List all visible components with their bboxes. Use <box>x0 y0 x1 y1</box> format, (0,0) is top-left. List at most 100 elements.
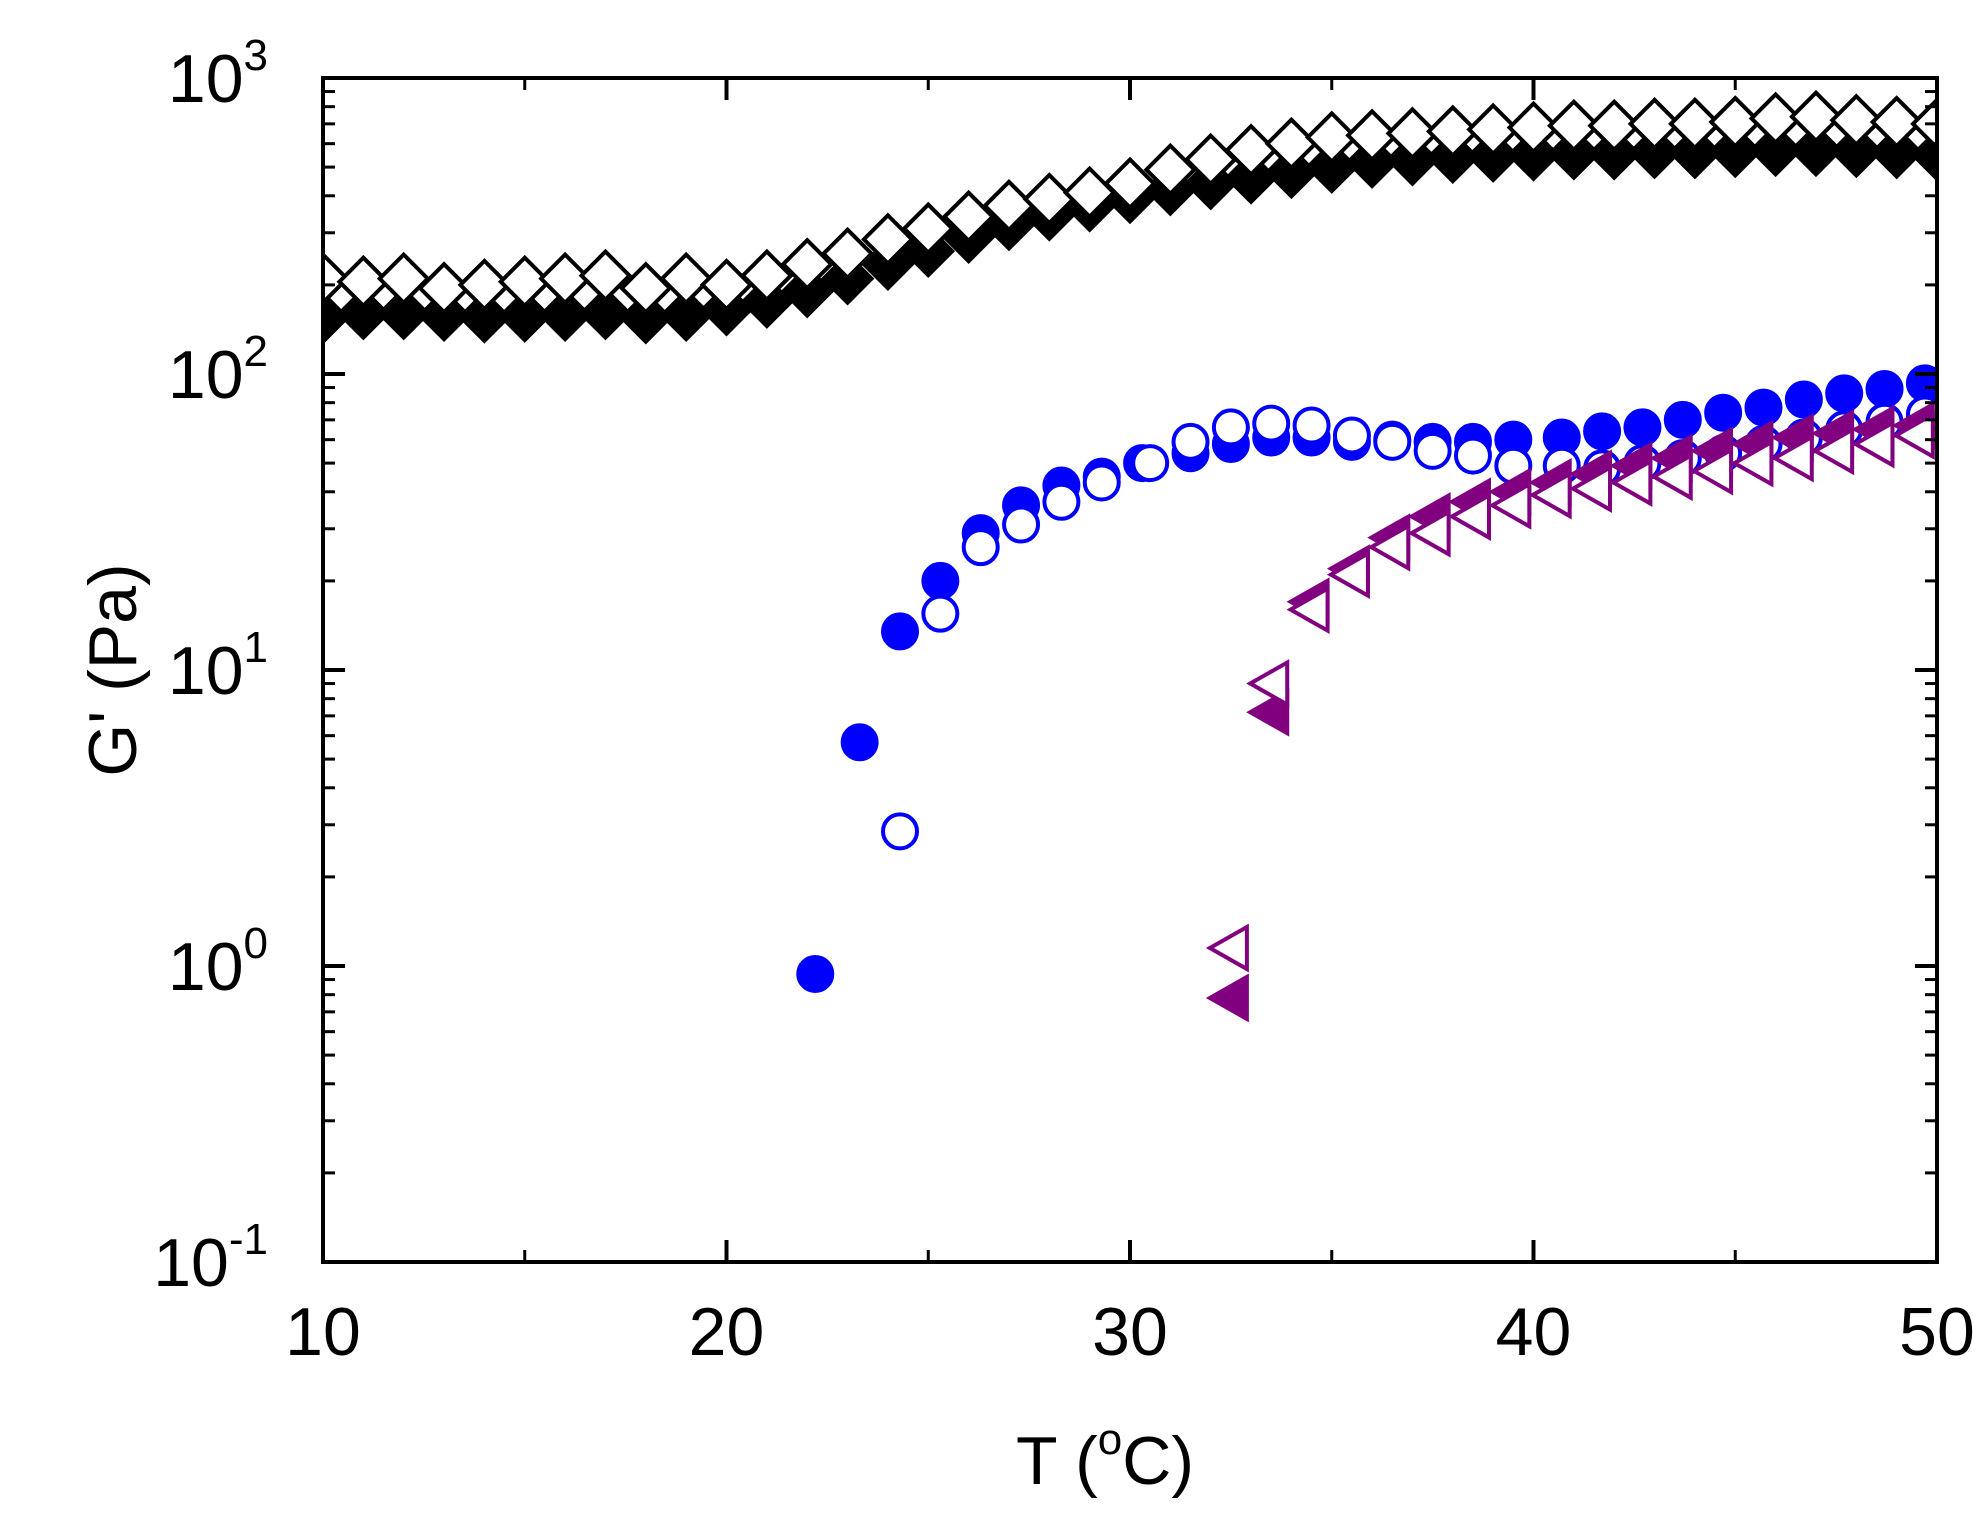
data-point <box>1708 95 1763 149</box>
data-point <box>323 290 350 345</box>
data-point <box>659 251 713 306</box>
data-point <box>881 612 920 651</box>
data-point <box>376 286 431 341</box>
data-point <box>1002 505 1041 544</box>
data-point <box>1131 444 1170 483</box>
data-point <box>1825 374 1864 413</box>
data-point <box>1784 380 1823 419</box>
data-point <box>1663 400 1702 439</box>
data-point <box>1789 123 1843 178</box>
data-point <box>538 288 592 343</box>
data-point <box>1345 108 1399 163</box>
x-axis-title: T (oC) <box>1016 1415 1194 1499</box>
series-triangle-left-open <box>1205 411 1935 973</box>
data-point <box>1744 388 1783 427</box>
y-tick-label: 100 <box>168 919 268 1005</box>
data-point <box>881 812 920 851</box>
data-point <box>538 251 592 306</box>
x-tick-label: 30 <box>1092 1294 1168 1370</box>
data-point <box>417 261 471 315</box>
data-point <box>1407 508 1451 558</box>
data-point <box>1367 522 1411 572</box>
data-point <box>578 286 633 341</box>
data-point <box>1264 145 1319 200</box>
data-point <box>497 289 552 343</box>
data-point <box>1224 150 1278 205</box>
data-point <box>796 954 835 993</box>
data-point <box>336 254 391 309</box>
data-point <box>921 594 960 633</box>
data-point <box>1506 128 1561 182</box>
data-point <box>336 286 391 341</box>
data-point <box>1704 393 1743 432</box>
data-point <box>1891 411 1935 460</box>
data-point <box>1587 98 1642 153</box>
data-point <box>1447 492 1491 541</box>
data-point <box>1609 458 1653 507</box>
data-point <box>618 290 673 345</box>
data-point <box>417 288 471 343</box>
data-point <box>1811 426 1855 476</box>
data-point <box>1668 125 1722 180</box>
series-diamond-open <box>323 89 1937 315</box>
x-tick-label: 50 <box>1899 1294 1975 1370</box>
data-point <box>1869 125 1924 180</box>
data-point <box>1205 973 1249 1023</box>
data-point <box>1286 585 1330 635</box>
data-point <box>1583 412 1622 451</box>
data-point <box>1082 463 1121 502</box>
data-point <box>497 254 552 309</box>
y-tick-label: 10-1 <box>153 1215 268 1301</box>
data-point <box>1292 406 1331 445</box>
data-point <box>1103 156 1157 211</box>
data-point <box>1252 404 1291 443</box>
data-point <box>1649 452 1693 502</box>
data-point <box>1413 431 1452 470</box>
data-point <box>457 290 512 344</box>
data-point <box>1865 369 1904 408</box>
data-point <box>1385 106 1440 161</box>
data-point <box>1869 95 1924 149</box>
data-point <box>1690 446 1734 496</box>
y-tick-label: 101 <box>168 623 268 709</box>
axis-ticks <box>321 76 1939 1264</box>
data-point <box>1205 923 1249 973</box>
data-point <box>376 251 431 306</box>
data-point <box>1211 408 1250 447</box>
data-point <box>1528 470 1572 520</box>
data-point <box>1042 482 1081 521</box>
data-point <box>1171 422 1210 461</box>
data-point <box>1547 98 1601 153</box>
data-point <box>1547 126 1601 181</box>
data-point <box>861 212 915 267</box>
data-point <box>780 264 835 319</box>
y-tick-label: 102 <box>168 327 268 413</box>
y-axis-title: G' (Pa) <box>75 563 151 776</box>
data-point <box>901 201 956 256</box>
y-tick-label: 103 <box>168 31 268 117</box>
data-point <box>1246 687 1290 737</box>
data-point <box>1829 93 1884 148</box>
data-point <box>1770 433 1814 483</box>
data-point <box>1506 100 1561 155</box>
data-point <box>780 237 835 291</box>
data-point <box>1304 110 1359 165</box>
data-point <box>1668 97 1722 151</box>
data-point <box>1623 408 1662 447</box>
data-point <box>1326 550 1370 600</box>
data-point <box>820 226 875 281</box>
data-point <box>921 561 960 600</box>
data-point <box>1748 123 1803 178</box>
data-point <box>1453 436 1492 475</box>
data-point <box>1708 124 1763 179</box>
data-point <box>1304 140 1359 194</box>
data-point <box>1789 89 1843 144</box>
data-point <box>1488 480 1532 530</box>
data-point <box>1627 97 1682 151</box>
data-point <box>578 248 633 303</box>
data-point <box>457 258 512 312</box>
data-point <box>941 189 996 244</box>
data-point <box>1627 125 1682 180</box>
data-point <box>1246 659 1290 708</box>
